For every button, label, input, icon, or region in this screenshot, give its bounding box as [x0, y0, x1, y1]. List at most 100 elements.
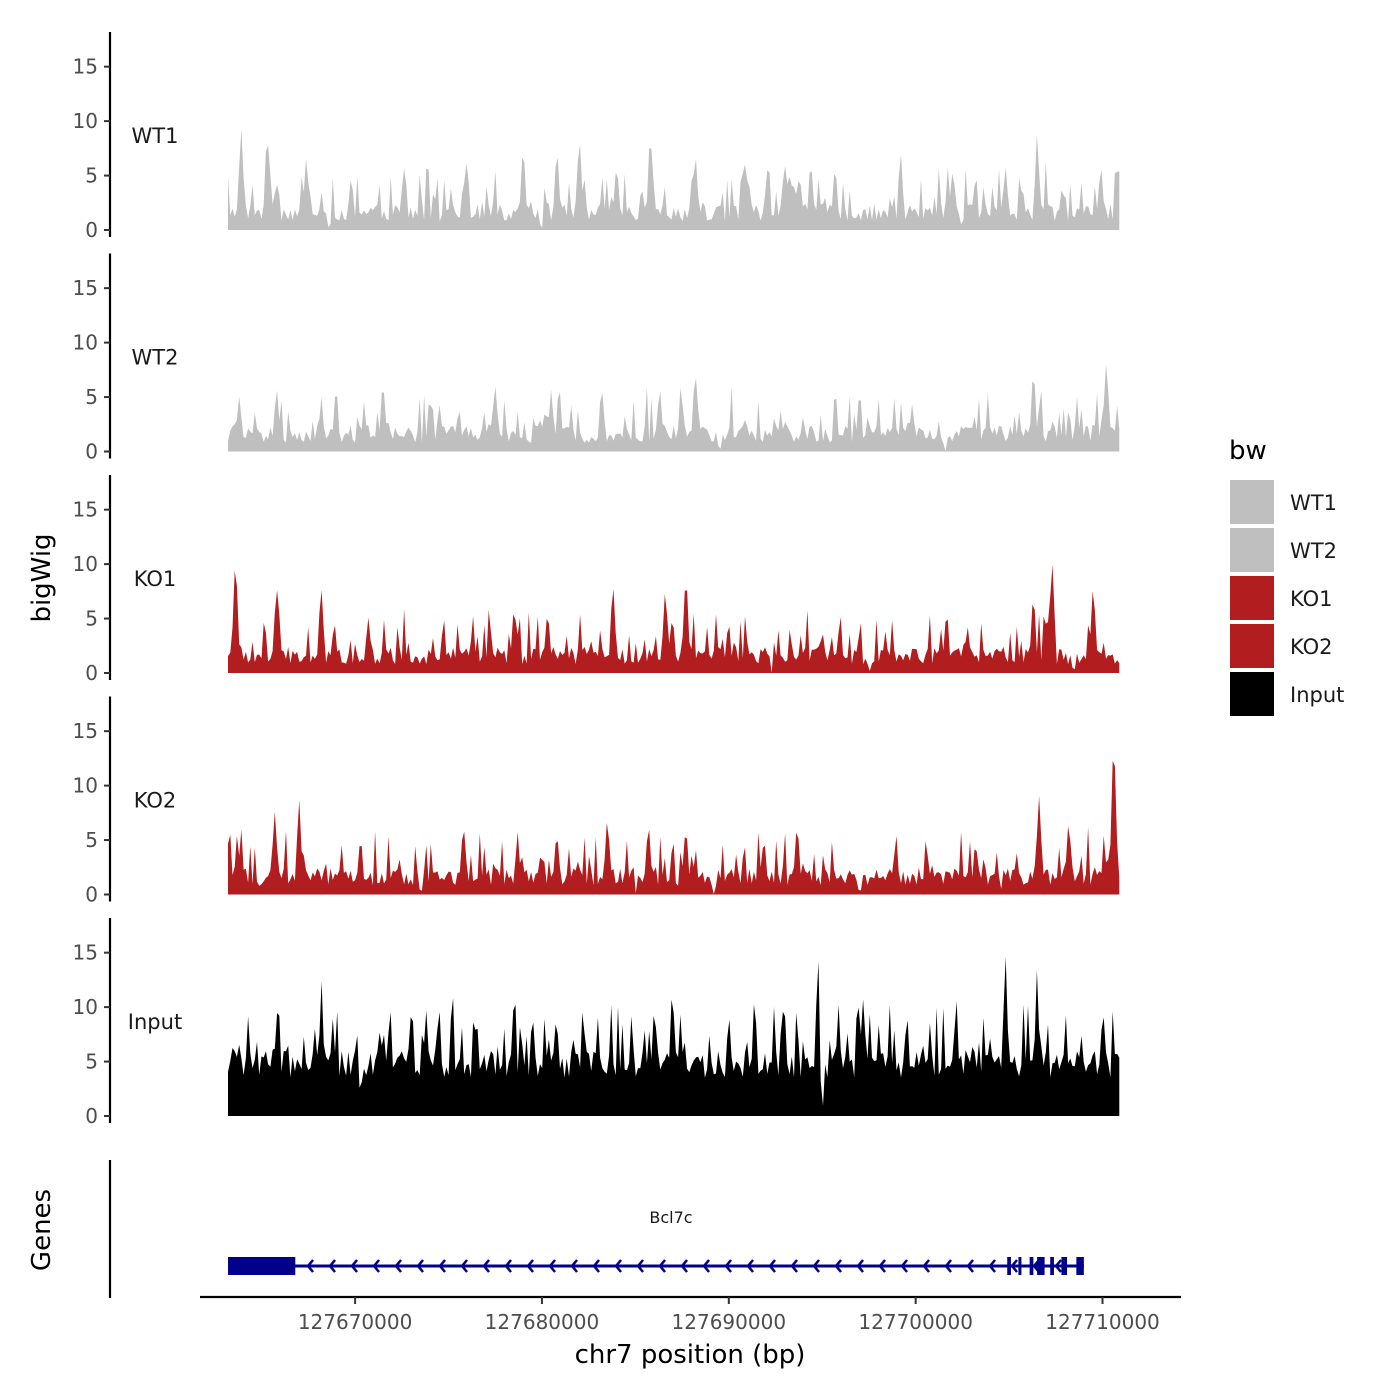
y-tick-label: 15	[73, 941, 98, 965]
legend-label: KO2	[1290, 635, 1333, 659]
track-label: KO2	[134, 789, 177, 813]
legend-swatch-ko2	[1230, 624, 1274, 668]
y-tick-label: 15	[73, 498, 98, 522]
y-tick-label: 10	[73, 552, 98, 576]
strand-arrow	[724, 1259, 732, 1273]
legend-label: WT2	[1290, 539, 1337, 563]
x-tick-label: 127710000	[1045, 1310, 1160, 1334]
strand-arrow	[790, 1259, 798, 1273]
y-tick-label: 0	[85, 1104, 98, 1128]
track-input: 0 5 10 15 Input	[73, 918, 1120, 1128]
x-tick-label: 127690000	[672, 1310, 787, 1334]
track-ko2: 0 5 10 15 KO2	[73, 696, 1120, 907]
gene-exon	[1050, 1257, 1054, 1275]
track-label: WT2	[132, 346, 179, 370]
y-tick-label: 0	[85, 218, 98, 242]
y-tick-label: 10	[73, 109, 98, 133]
y-tick-label: 10	[73, 995, 98, 1019]
legend-swatch-ko1	[1230, 576, 1274, 620]
y-tick-label: 0	[85, 661, 98, 685]
genes-axis-title: Genes	[27, 1189, 57, 1271]
strand-arrow	[504, 1259, 512, 1273]
legend-label: WT1	[1290, 491, 1337, 515]
y-tick-label: 5	[85, 164, 98, 188]
bigwig-tracks: 0 5 10 15 WT1 0 5 10 15 WT2 0 5 10 15 KO1 0 5 10 15 KO2 0 5 10…	[73, 32, 1120, 1128]
gene-exon	[1037, 1257, 1045, 1275]
gene-exon	[1061, 1257, 1068, 1275]
y-tick-label: 5	[85, 385, 98, 409]
y-tick-label: 15	[73, 276, 98, 300]
strand-arrow	[944, 1259, 952, 1273]
genes-panel: Bcl7c	[108, 1160, 1084, 1298]
x-axis: 127670000 127680000 127690000 127700000 1277…	[200, 1295, 1181, 1334]
legend-label: KO1	[1290, 587, 1333, 611]
gene-exon	[228, 1257, 296, 1275]
track-wt1: 0 5 10 15 WT1	[73, 32, 1120, 242]
strand-arrow	[900, 1259, 908, 1273]
strand-arrow	[1054, 1259, 1062, 1273]
y-tick-label: 15	[73, 55, 98, 79]
x-axis-title: chr7 position (bp)	[575, 1340, 806, 1370]
legend-label: Input	[1290, 683, 1344, 707]
y-tick-label: 15	[73, 719, 98, 743]
strand-arrow	[834, 1259, 842, 1273]
strand-arrow	[306, 1259, 314, 1273]
strand-arrow	[438, 1259, 446, 1273]
y-tick-label: 5	[85, 1050, 98, 1074]
track-label: WT1	[132, 124, 179, 148]
signal-area-wt2	[228, 364, 1120, 452]
strand-arrow	[614, 1259, 622, 1273]
strand-arrow	[680, 1259, 688, 1273]
legend-title: bw	[1229, 436, 1267, 466]
strand-arrow	[394, 1259, 402, 1273]
legend-swatch-input	[1230, 672, 1274, 716]
strand-arrow	[922, 1259, 930, 1273]
strand-arrow	[328, 1259, 336, 1273]
strand-arrow	[460, 1259, 468, 1273]
legend-swatch-wt1	[1230, 480, 1274, 524]
track-wt2: 0 5 10 15 WT2	[73, 253, 1120, 464]
strand-arrow	[1010, 1259, 1018, 1273]
y-tick-label: 0	[85, 883, 98, 907]
y-tick-label: 10	[73, 331, 98, 355]
x-tick-label: 127670000	[298, 1310, 413, 1334]
y-tick-label: 5	[85, 828, 98, 852]
x-tick-label: 127680000	[485, 1310, 600, 1334]
gene-exon	[1007, 1257, 1011, 1275]
x-tick-label: 127700000	[858, 1310, 973, 1334]
strand-arrow	[548, 1259, 556, 1273]
strand-arrow	[768, 1259, 776, 1273]
y-tick-label: 5	[85, 607, 98, 631]
track-ko1: 0 5 10 15 KO1	[73, 475, 1120, 685]
legend-swatch-wt2	[1230, 528, 1274, 572]
strand-arrow	[592, 1259, 600, 1273]
strand-arrow	[350, 1259, 358, 1273]
strand-arrow	[526, 1259, 534, 1273]
strand-arrow	[372, 1259, 380, 1273]
strand-arrow	[812, 1259, 820, 1273]
gene-exon	[1076, 1257, 1084, 1275]
y-axis-title: bigWig	[27, 533, 57, 622]
strand-arrow	[856, 1259, 864, 1273]
strand-arrow	[658, 1259, 666, 1273]
strand-arrow	[966, 1259, 974, 1273]
gene-exon	[1018, 1257, 1022, 1275]
strand-arrow	[482, 1259, 490, 1273]
y-tick-label: 0	[85, 440, 98, 464]
gene-label: Bcl7c	[649, 1208, 692, 1227]
gene-exon	[1029, 1257, 1034, 1275]
strand-arrow	[878, 1259, 886, 1273]
strand-arrow	[636, 1259, 644, 1273]
strand-arrow	[570, 1259, 578, 1273]
y-tick-label: 10	[73, 774, 98, 798]
strand-arrow	[702, 1259, 710, 1273]
track-label: KO1	[134, 567, 177, 591]
signal-area-ko1	[228, 564, 1120, 673]
signal-area-input	[228, 956, 1120, 1116]
strand-arrow	[988, 1259, 996, 1273]
strand-arrow	[416, 1259, 424, 1273]
signal-area-ko2	[228, 760, 1120, 895]
strand-arrow	[746, 1259, 754, 1273]
signal-area-wt1	[228, 129, 1120, 230]
